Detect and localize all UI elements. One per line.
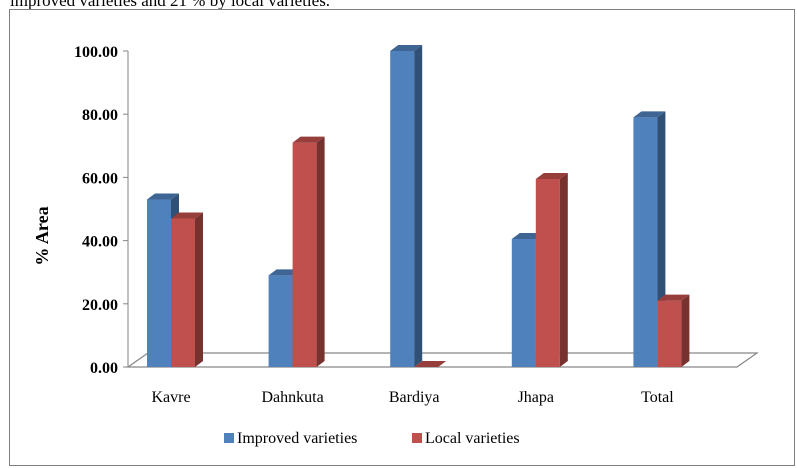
y-tick-label: 0.00 [90, 360, 118, 377]
bar-local-jhapa [535, 172, 568, 367]
y-tick-label: 60.00 [82, 170, 118, 187]
legend: Improved varieties Local varieties [224, 430, 520, 447]
chart-frame: 0.00 20.00 40.00 60.00 80.00 100.00 Kavre Dahn… [9, 9, 795, 466]
bar-local-kavre [171, 212, 203, 367]
bar-improved-bardiya [390, 45, 423, 367]
bars [147, 45, 690, 367]
bar-top [292, 136, 325, 143]
bar-top [147, 193, 179, 200]
bar-front [633, 117, 658, 367]
bar-top [171, 212, 203, 219]
bar-top [657, 294, 690, 301]
bar-local-dahnkuta [292, 136, 325, 367]
bar-local-total [657, 294, 690, 367]
y-tick-label: 80.00 [82, 107, 118, 124]
legend-label-improved: Improved varieties [237, 430, 357, 447]
x-tick-label-dahnkuta: Dahnkuta [261, 389, 323, 406]
bar-side [559, 172, 568, 367]
bar-local-bardiya [414, 361, 447, 367]
y-axis: 0.00 20.00 40.00 60.00 80.00 100.00 [74, 44, 129, 377]
bar-front [657, 300, 682, 367]
y-axis-label: % Area [32, 206, 52, 265]
bar-front [292, 142, 317, 367]
bar-top [390, 45, 423, 51]
x-tick-label-bardiya: Bardiya [389, 389, 440, 406]
bar-top [633, 111, 666, 118]
bar-front [268, 275, 293, 367]
bar-side [681, 294, 690, 367]
x-tick-label-total: Total [641, 389, 674, 406]
x-axis: Kavre Dahnkuta Bardiya Jhapa Total [151, 389, 674, 406]
x-tick-label-kavre: Kavre [151, 389, 190, 406]
bar-chart: 0.00 20.00 40.00 60.00 80.00 100.00 Kavre Dahn… [32, 44, 759, 447]
legend-swatch-local [412, 433, 422, 443]
bar-improved-total [633, 111, 666, 367]
bar-side [316, 136, 325, 367]
bar-top [414, 361, 447, 367]
bar-side [195, 212, 203, 367]
bar-front [390, 51, 415, 367]
legend-swatch-improved [224, 433, 234, 443]
y-tick-label: 100.00 [74, 44, 118, 61]
bar-top [535, 172, 568, 179]
x-tick-label-jhapa: Jhapa [518, 389, 554, 406]
bar-front [535, 178, 560, 367]
legend-label-local: Local varieties [425, 430, 520, 447]
bar-front [147, 199, 171, 367]
bar-front [511, 239, 536, 367]
y-tick-label: 40.00 [82, 234, 118, 251]
bar-front [171, 218, 195, 367]
bar-side [414, 45, 423, 367]
caption-text: improved varieties and 21 % by local var… [10, 0, 331, 10]
y-tick-label: 20.00 [82, 297, 118, 314]
